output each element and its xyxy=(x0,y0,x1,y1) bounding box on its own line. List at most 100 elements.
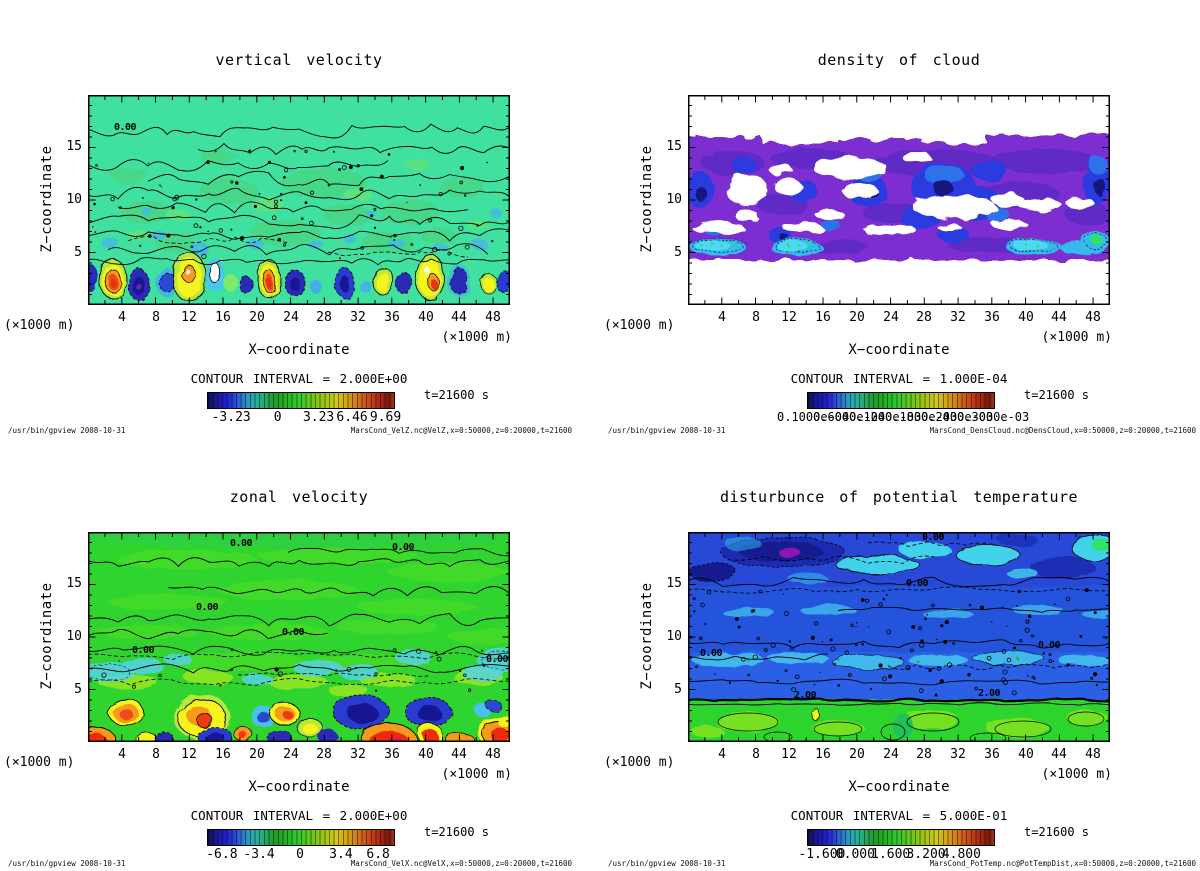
footer-source: MarsCond_VelZ.nc@VelZ,x=0:50000,z=0:2000… xyxy=(350,426,572,435)
cloud-density-field xyxy=(688,95,1110,305)
panel-vertical-velocity: vertical velocity Z−coordinate 15 10 5 xyxy=(0,0,600,435)
footer-source: MarsCond_PotTemp.nc@PotTempDist,x=0:5000… xyxy=(929,859,1196,868)
plot-area: 0.00 xyxy=(88,95,510,305)
x-tick-label: 20 xyxy=(249,747,265,762)
x-tick-label: 48 xyxy=(485,747,501,762)
x-tick-label: 28 xyxy=(916,747,932,762)
x-tick-label: 48 xyxy=(485,310,501,325)
time-label: t=21600 s xyxy=(1024,388,1090,402)
x-tick-label: 16 xyxy=(815,310,831,325)
x-tick-label: 20 xyxy=(849,747,865,762)
green-streaks xyxy=(88,532,510,696)
x-tick-label: 40 xyxy=(418,310,434,325)
colorbar-tick-label: 6.46 xyxy=(336,410,368,425)
plot-area: 0.00 0.00 0.00 0.00 0.00 0.00 xyxy=(88,532,510,742)
y-axis-unit: (×1000 m) xyxy=(4,755,75,770)
colorbar-tick-label: -6.8 xyxy=(206,847,238,862)
axis-ticks xyxy=(89,96,509,304)
axis-ticks xyxy=(689,96,1109,304)
y-tick-label: 5 xyxy=(74,682,82,697)
colorbar-tick-label: 0.2400e-03 xyxy=(921,410,994,424)
chart-title: disturbunce of potential temperature xyxy=(719,488,1079,506)
x-tick-label: 32 xyxy=(950,310,966,325)
x-tick-label: 16 xyxy=(215,310,231,325)
colorbar-tick-labels: 0.1000e-04 0.6000e-04 0.1200e-03 0.1800e-03… xyxy=(777,410,1047,426)
x-axis-unit: (×1000 m) xyxy=(441,330,512,345)
x-axis-label: X−coordinate xyxy=(848,779,950,795)
x-axis-label: X−coordinate xyxy=(248,779,350,795)
colorbar-tick-labels: -1.600 0.000 1.600 3.200 4.800 xyxy=(798,847,993,863)
y-tick-label: 5 xyxy=(74,245,82,260)
colorbar-tick-label: 6.8 xyxy=(366,847,390,862)
x-tick-label: 28 xyxy=(916,310,932,325)
x-axis-tick-labels: 4 8 12 16 20 24 28 32 36 40 44 48 xyxy=(688,747,1110,763)
colorbar-tick-label: 0 xyxy=(273,410,282,425)
chart-title: density of cloud xyxy=(817,51,981,69)
y-axis-unit: (×1000 m) xyxy=(604,755,675,770)
time-label: t=21600 s xyxy=(424,388,490,402)
colorbar-tick-label: -1.600 xyxy=(798,847,846,862)
footer-source: MarsCond_DensCloud.nc@DensCloud,x=0:5000… xyxy=(929,426,1196,435)
x-tick-label: 32 xyxy=(950,747,966,762)
plot-area: 0.00 0.00 0.00 0.00 2.00 2.00 xyxy=(688,532,1110,742)
colorbar-tick-labels: -3.23 0 3.23 6.46 9.69 xyxy=(207,410,402,426)
colorbar-tick-label: 0.1200e-03 xyxy=(849,410,922,424)
colorbar-tick-label: 0.1800e-03 xyxy=(885,410,958,424)
colorbar xyxy=(207,392,395,409)
x-tick-label: 24 xyxy=(283,310,299,325)
footer-command: /usr/bin/gpview 2008-10-31 xyxy=(608,426,726,435)
x-tick-label: 36 xyxy=(384,747,400,762)
x-tick-label: 8 xyxy=(752,310,760,325)
x-tick-label: 40 xyxy=(1018,310,1034,325)
colorbar-tick-label: 1.600 xyxy=(871,847,911,862)
colorbar-tick-label: 3.4 xyxy=(329,847,353,862)
x-tick-label: 20 xyxy=(249,310,265,325)
colorbar-tick-label: 0.6000e-04 xyxy=(813,410,886,424)
footer-command: /usr/bin/gpview 2008-10-31 xyxy=(608,859,726,868)
zonal-velocity-field xyxy=(88,532,510,742)
colorbar-tick-label: 0 xyxy=(296,847,304,862)
x-tick-label: 28 xyxy=(316,747,332,762)
x-tick-label: 44 xyxy=(1051,310,1067,325)
x-axis-unit: (×1000 m) xyxy=(441,767,512,782)
contour-lines xyxy=(688,541,1110,742)
colorbar-tick-labels: -6.8 -3.4 0 3.4 6.8 xyxy=(206,847,393,863)
panel-potential-temperature-disturbance: disturbunce of potential temperature Z−c… xyxy=(600,437,1200,871)
x-tick-label: 4 xyxy=(718,747,726,762)
y-tick-label: 10 xyxy=(66,192,82,207)
y-tick-label: 15 xyxy=(66,576,82,591)
contour-interval-label: CONTOUR INTERVAL = 2.000E+00 xyxy=(190,371,408,386)
footer-command: /usr/bin/gpview 2008-10-31 xyxy=(8,859,126,868)
y-axis-tick-labels: 15 10 5 xyxy=(56,532,82,742)
y-axis-label: Z−coordinate xyxy=(39,582,55,690)
y-axis-label: Z−coordinate xyxy=(639,582,655,690)
y-tick-label: 10 xyxy=(666,629,682,644)
colorbar-tick-label: 0.3000e-03 xyxy=(957,410,1030,424)
colorbar xyxy=(207,829,395,846)
y-axis-label: Z−coordinate xyxy=(39,145,55,253)
contour-interval-label: CONTOUR INTERVAL = 5.000E-01 xyxy=(790,808,1008,823)
low-cloud-cyan-blobs xyxy=(690,231,1110,261)
colorbar-tick-label: 0.000 xyxy=(835,847,875,862)
x-tick-label: 24 xyxy=(283,747,299,762)
plot-area xyxy=(688,95,1110,305)
plot-frame xyxy=(88,95,510,305)
x-tick-label: 48 xyxy=(1085,310,1101,325)
x-tick-label: 28 xyxy=(316,310,332,325)
x-tick-label: 24 xyxy=(883,310,899,325)
y-tick-label: 10 xyxy=(66,629,82,644)
contour-lines xyxy=(88,123,510,266)
x-axis-tick-labels: 4 8 12 16 20 24 28 32 36 40 44 48 xyxy=(88,747,510,763)
x-tick-label: 32 xyxy=(350,310,366,325)
x-tick-label: 8 xyxy=(752,747,760,762)
y-tick-label: 10 xyxy=(666,192,682,207)
x-tick-label: 24 xyxy=(883,747,899,762)
x-axis-tick-labels: 4 8 12 16 20 24 28 32 36 40 44 48 xyxy=(88,310,510,326)
x-axis-label: X−coordinate xyxy=(248,342,350,358)
contour-lines xyxy=(88,547,510,692)
y-axis-label: Z−coordinate xyxy=(639,145,655,253)
x-tick-label: 32 xyxy=(350,747,366,762)
vertical-velocity-field xyxy=(88,95,510,305)
plot-frame xyxy=(88,532,510,742)
